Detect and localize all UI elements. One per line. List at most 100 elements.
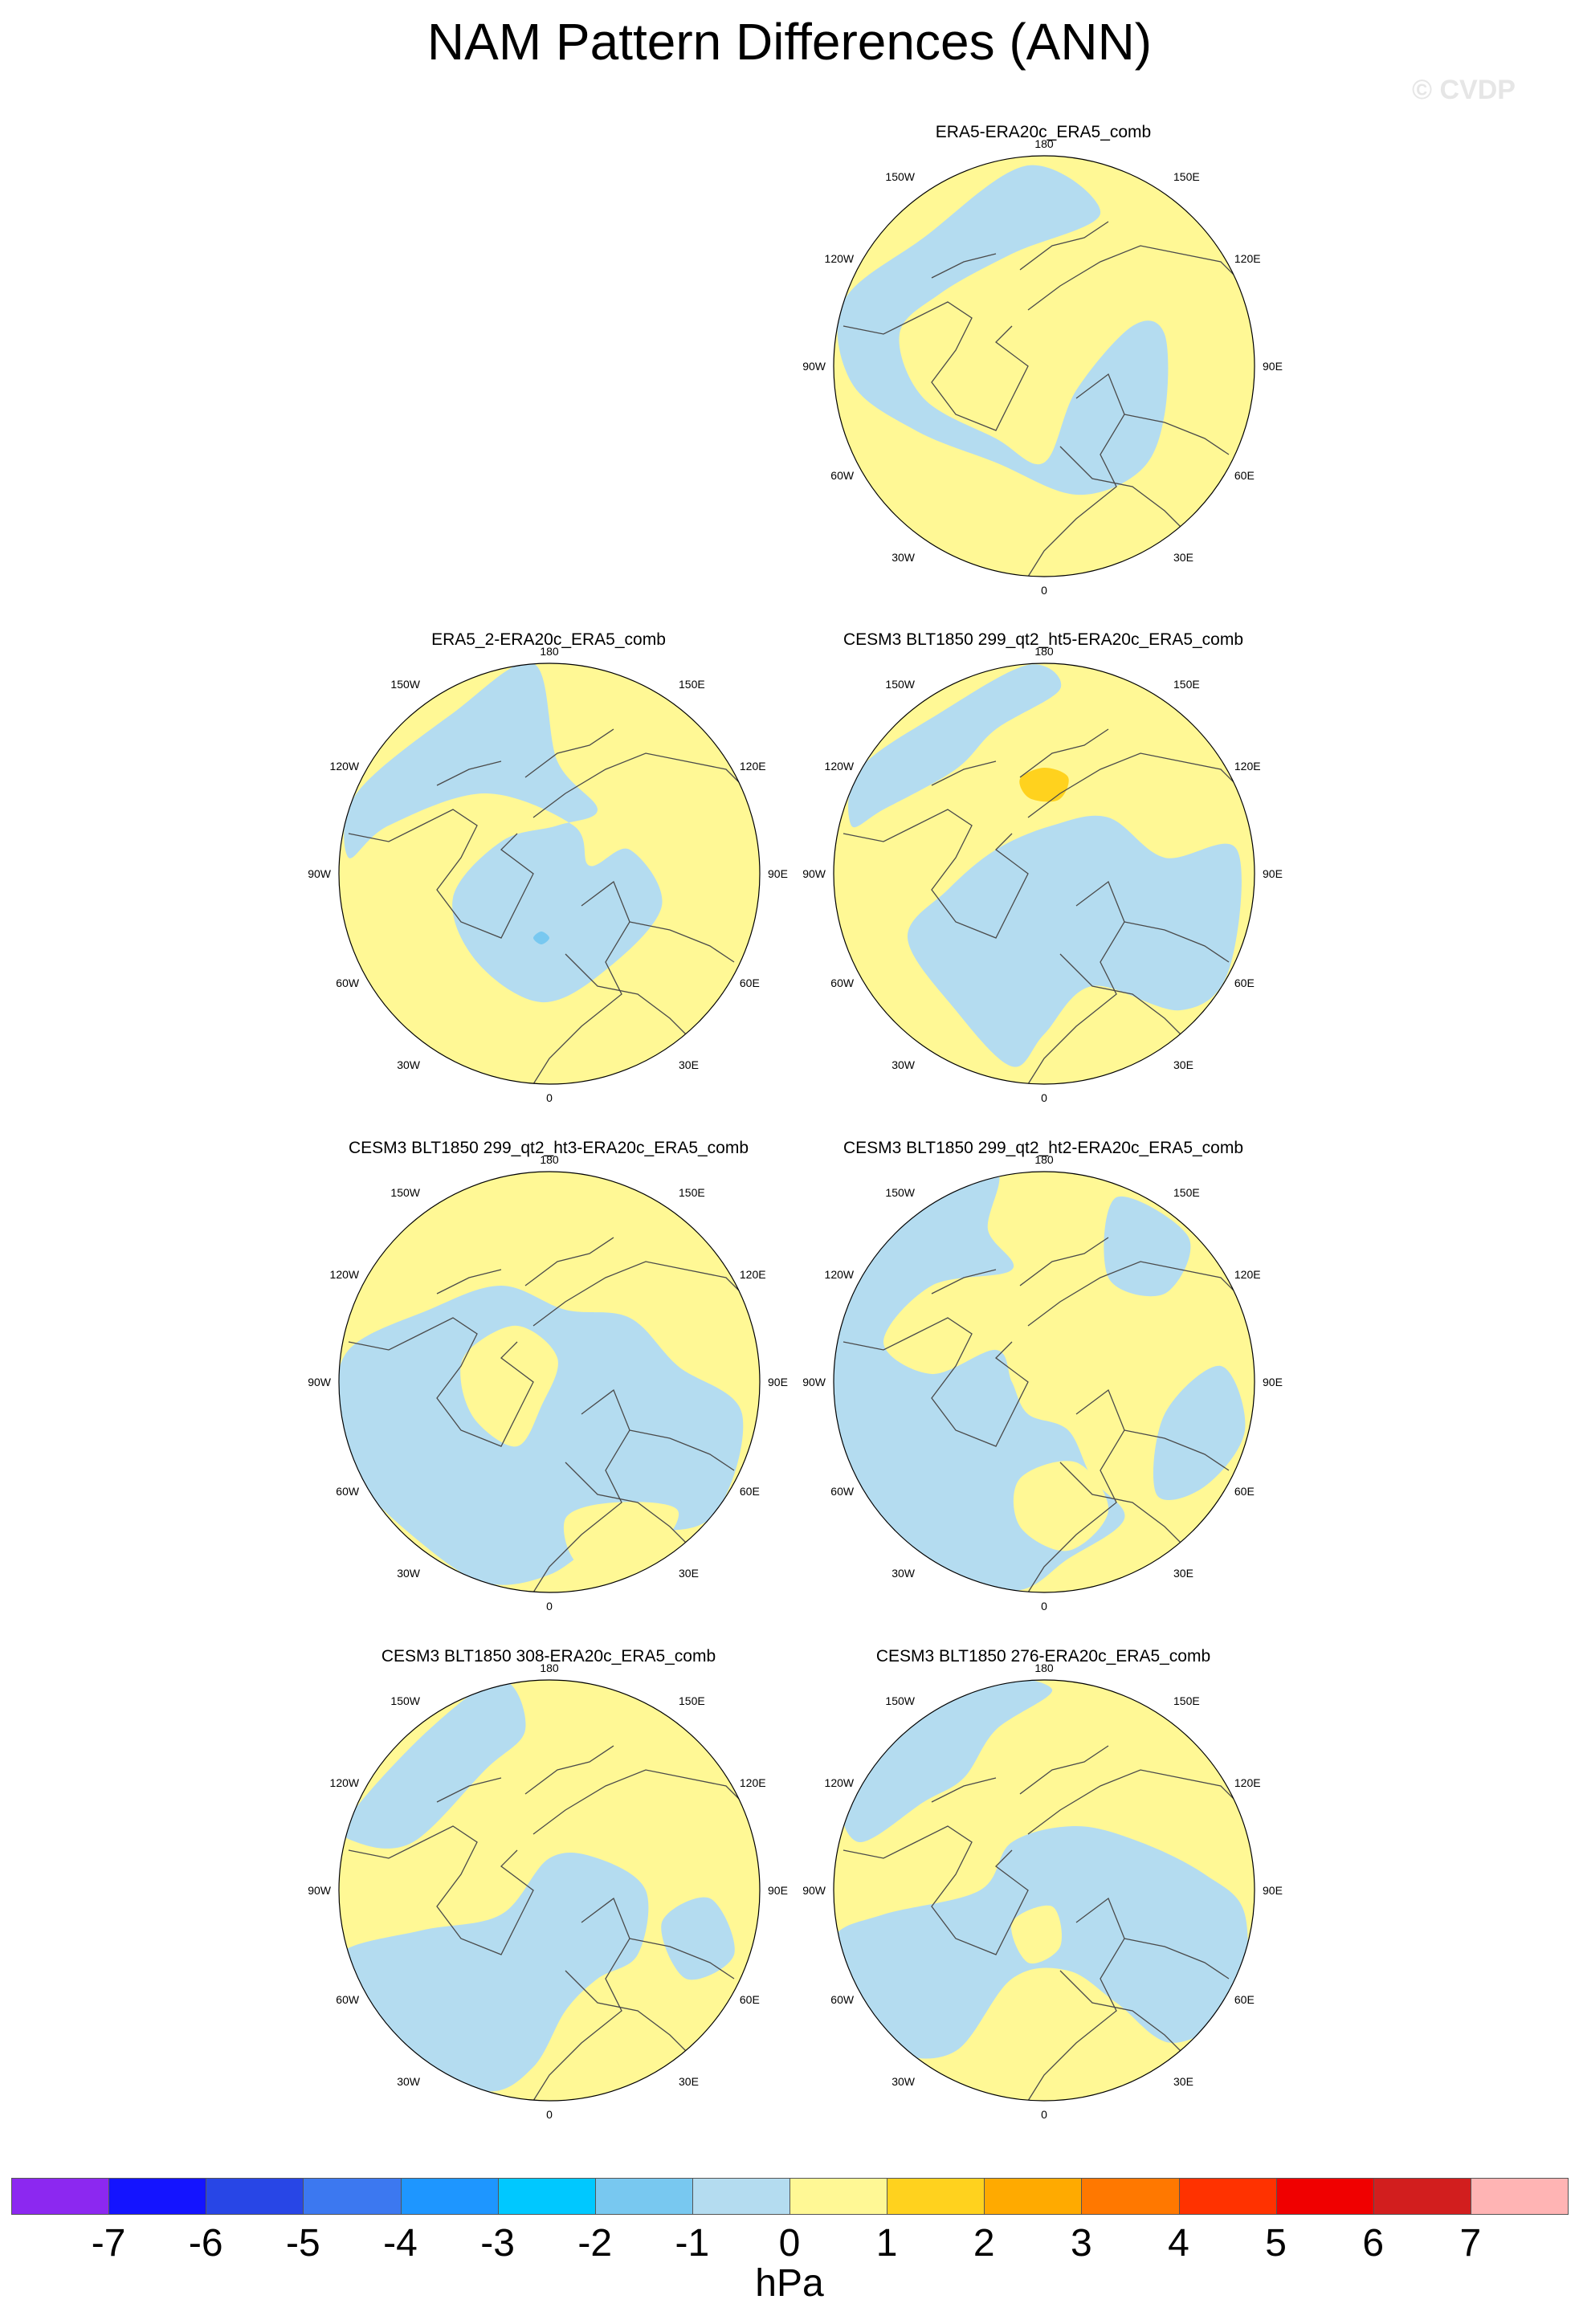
map-panel-cesm3-276: CESM3 BLT1850 276-ERA20c_ERA5_comb 180 0 9… bbox=[802, 1647, 1283, 2159]
coastline bbox=[524, 728, 614, 778]
longitude-label: 150W bbox=[390, 1694, 420, 1707]
longitude-label: 180 bbox=[540, 1153, 559, 1166]
coastline bbox=[436, 760, 502, 786]
polar-map: 180 0 90W 90E 150W 150E 120W 120E 60W 60E 30W 30E bbox=[802, 1661, 1283, 2121]
longitude-label: 120E bbox=[1234, 252, 1261, 265]
longitude-label: 30W bbox=[892, 551, 916, 564]
longitude-label: 60E bbox=[1234, 469, 1255, 482]
longitude-label: 60W bbox=[830, 976, 855, 989]
anomaly-region bbox=[837, 165, 1169, 495]
longitude-label: 90W bbox=[802, 867, 826, 880]
longitude-label: 150E bbox=[1173, 1186, 1200, 1199]
longitude-label: 150W bbox=[885, 1186, 915, 1199]
coastline bbox=[1124, 1938, 1230, 1979]
colorbar-box bbox=[303, 2178, 402, 2215]
longitude-label: 0 bbox=[546, 1600, 553, 1613]
map-boundary bbox=[338, 663, 761, 1085]
longitude-label: 0 bbox=[1041, 1091, 1047, 1104]
panel-title: CESM3 BLT1850 308-ERA20c_ERA5_comb bbox=[381, 1647, 716, 1666]
coastline bbox=[1059, 446, 1189, 536]
colorbar-box bbox=[400, 2178, 499, 2215]
coastline bbox=[629, 1938, 735, 1979]
longitude-label: 60E bbox=[740, 1993, 760, 2006]
longitude-label: 150E bbox=[1173, 678, 1200, 691]
longitude-label: 120E bbox=[1234, 760, 1261, 773]
coastline bbox=[532, 1261, 751, 1327]
coastline bbox=[532, 1769, 751, 1835]
coastline bbox=[532, 1897, 630, 2101]
longitude-label: 180 bbox=[540, 1661, 559, 1674]
longitude-label: 120W bbox=[825, 1776, 855, 1789]
longitude-label: 90W bbox=[802, 1376, 826, 1388]
longitude-label: 30W bbox=[397, 2075, 421, 2088]
map-panel-cesm3-ht5: CESM3 BLT1850 299_qt2_ht5-ERA20c_ERA5_co… bbox=[802, 630, 1283, 1142]
longitude-label: 30E bbox=[679, 1567, 699, 1580]
colorbar-box bbox=[1470, 2178, 1569, 2215]
coastline bbox=[629, 921, 735, 963]
longitude-label: 90W bbox=[802, 360, 826, 373]
longitude-label: 90E bbox=[1263, 1884, 1283, 1897]
longitude-label: 30W bbox=[892, 1058, 916, 1071]
coastline bbox=[629, 1429, 735, 1471]
longitude-label: 60E bbox=[740, 976, 760, 989]
longitude-label: 150E bbox=[1173, 1694, 1200, 1707]
polar-map: 180 0 90W 90E 150W 150E 120W 120E 60W 60E 30W 30E bbox=[802, 645, 1283, 1104]
anomaly-region bbox=[1025, 1994, 1132, 2076]
longitude-label: 60E bbox=[740, 1485, 760, 1498]
longitude-label: 120W bbox=[825, 760, 855, 773]
longitude-label: 150W bbox=[390, 678, 420, 691]
coastline bbox=[931, 1777, 997, 1803]
colorbar-box bbox=[11, 2178, 110, 2215]
longitude-label: 150E bbox=[679, 1186, 705, 1199]
coastline bbox=[565, 953, 695, 1043]
coastline bbox=[1027, 1769, 1246, 1835]
map-boundary bbox=[833, 155, 1255, 577]
coastline bbox=[931, 760, 997, 786]
coastline bbox=[436, 1269, 502, 1295]
polar-map: 180 0 90W 90E 150W 150E 120W 120E 60W 60E 30W 30E bbox=[308, 1661, 788, 2121]
coastline bbox=[1019, 1237, 1109, 1286]
colorbar-units: hPa bbox=[755, 2262, 824, 2305]
anomaly-region bbox=[339, 1852, 649, 2092]
longitude-label: 150W bbox=[885, 678, 915, 691]
coastline bbox=[1059, 1970, 1189, 2060]
anomaly-region bbox=[460, 1325, 558, 1447]
coastline bbox=[1124, 1429, 1230, 1471]
longitude-label: 120E bbox=[740, 1268, 766, 1281]
longitude-label: 150E bbox=[679, 1694, 705, 1707]
coastline bbox=[565, 1462, 695, 1551]
coastline bbox=[524, 1237, 614, 1286]
longitude-label: 60W bbox=[830, 469, 855, 482]
map-panel-era5-2: ERA5_2-ERA20c_ERA5_comb 180 0 90W 90E 150W 15… bbox=[308, 630, 788, 1142]
panel-title: CESM3 BLT1850 299_qt2_ht5-ERA20c_ERA5_co… bbox=[843, 630, 1244, 649]
longitude-label: 60W bbox=[336, 1993, 360, 2006]
colorbar-box bbox=[497, 2178, 596, 2215]
longitude-label: 30W bbox=[397, 1058, 421, 1071]
coastline bbox=[348, 1317, 534, 1447]
colorbar-tick-label: 7 bbox=[1459, 2222, 1482, 2265]
colorbar-box bbox=[1275, 2178, 1374, 2215]
colorbar-tick-label: -1 bbox=[675, 2222, 710, 2265]
longitude-label: 120W bbox=[330, 1268, 360, 1281]
colorbar-box bbox=[790, 2178, 888, 2215]
longitude-label: 30E bbox=[679, 2075, 699, 2088]
longitude-label: 90E bbox=[1263, 1376, 1283, 1388]
longitude-label: 0 bbox=[546, 2108, 553, 2121]
colorbar-tick-label: 5 bbox=[1265, 2222, 1287, 2265]
longitude-label: 120E bbox=[740, 1776, 766, 1789]
colorbar-box bbox=[692, 2178, 790, 2215]
longitude-label: 90E bbox=[1263, 867, 1283, 880]
coastline bbox=[532, 880, 630, 1084]
coastline bbox=[1027, 1261, 1246, 1327]
longitude-label: 0 bbox=[1041, 1600, 1047, 1613]
colorbar-tick-label: 2 bbox=[973, 2222, 995, 2265]
colorbar-tick-label: 6 bbox=[1362, 2222, 1385, 2265]
longitude-label: 120W bbox=[330, 760, 360, 773]
longitude-label: 150W bbox=[390, 1186, 420, 1199]
longitude-label: 30W bbox=[892, 1567, 916, 1580]
longitude-label: 90E bbox=[768, 1884, 788, 1897]
anomaly-region bbox=[344, 663, 663, 1003]
colorbar-tick-label: 0 bbox=[778, 2222, 801, 2265]
coastline bbox=[1027, 245, 1246, 311]
anomaly-region bbox=[1104, 1196, 1191, 1297]
